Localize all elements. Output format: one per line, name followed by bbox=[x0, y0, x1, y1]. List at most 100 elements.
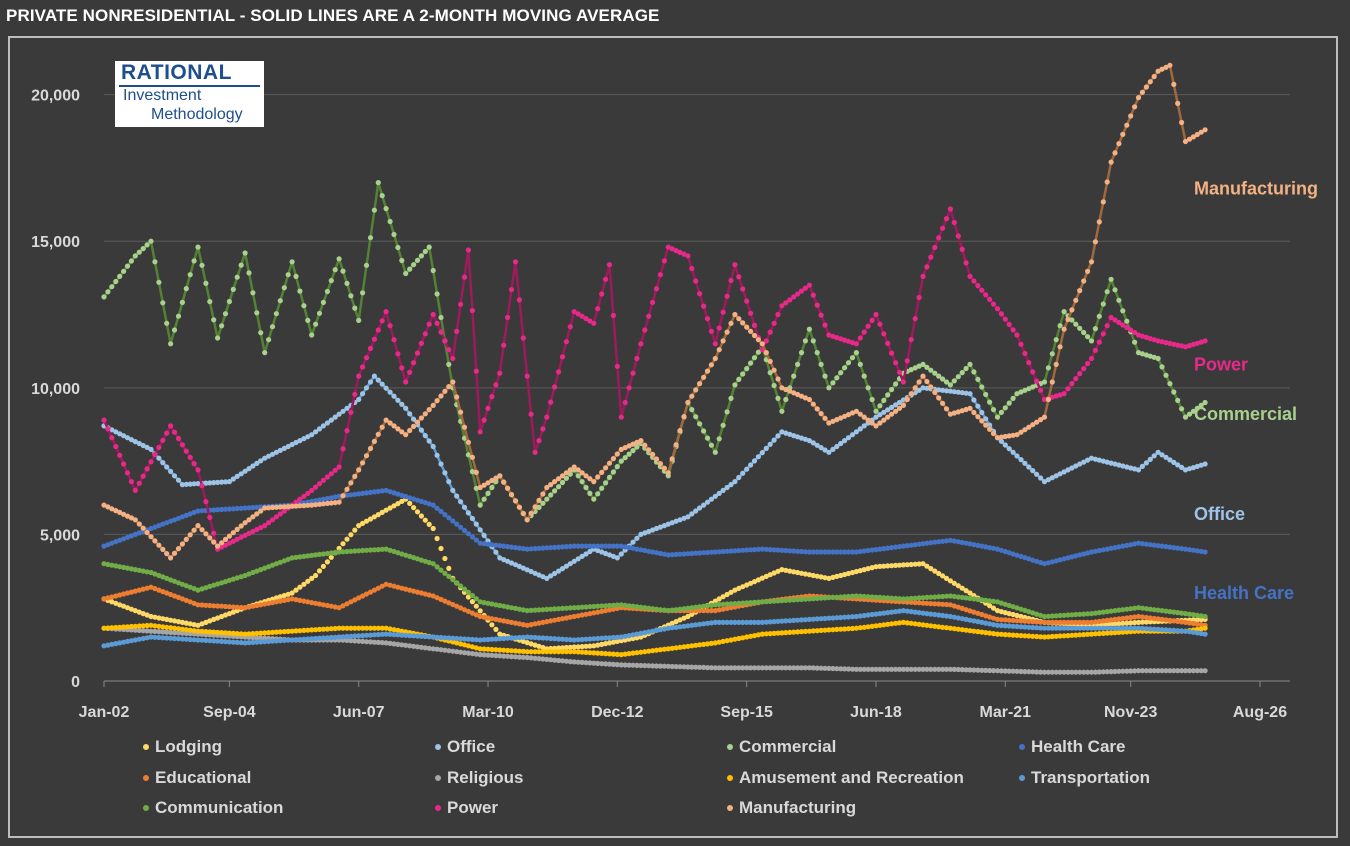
data-point bbox=[853, 625, 860, 631]
data-point bbox=[524, 373, 530, 379]
data-point bbox=[728, 395, 734, 401]
series-line bbox=[103, 181, 1206, 522]
data-point bbox=[277, 504, 283, 510]
data-point bbox=[1061, 612, 1067, 618]
data-point bbox=[144, 242, 150, 248]
data-point bbox=[160, 589, 166, 595]
data-point bbox=[207, 602, 213, 609]
data-point bbox=[391, 548, 397, 555]
data-point bbox=[916, 595, 922, 601]
data-point bbox=[340, 408, 346, 414]
data-point bbox=[195, 244, 201, 250]
data-point bbox=[708, 328, 715, 334]
data-point bbox=[379, 488, 385, 494]
data-point bbox=[759, 341, 765, 347]
series-religious bbox=[101, 625, 1208, 675]
data-point bbox=[587, 476, 593, 482]
data-point bbox=[101, 543, 107, 549]
data-point bbox=[955, 233, 961, 239]
data-point bbox=[258, 635, 264, 641]
data-point bbox=[606, 640, 613, 646]
data-point bbox=[779, 303, 785, 309]
data-point bbox=[908, 620, 914, 626]
data-point bbox=[599, 485, 605, 491]
data-point bbox=[426, 592, 432, 598]
data-point bbox=[869, 317, 875, 323]
data-point bbox=[363, 591, 370, 597]
data-point bbox=[328, 626, 334, 632]
data-point bbox=[340, 634, 346, 640]
data-point bbox=[352, 625, 358, 631]
data-point bbox=[544, 649, 550, 655]
data-point bbox=[156, 455, 162, 461]
data-point bbox=[552, 570, 558, 577]
data-point bbox=[947, 578, 954, 584]
data-point bbox=[936, 612, 942, 618]
data-point bbox=[849, 666, 856, 672]
data-point bbox=[187, 627, 193, 633]
data-point bbox=[881, 417, 887, 423]
data-point bbox=[160, 616, 166, 622]
legend-item: Manufacturing bbox=[727, 798, 856, 817]
data-point bbox=[767, 665, 773, 671]
data-point bbox=[1132, 541, 1138, 547]
data-point bbox=[254, 639, 260, 645]
data-point bbox=[1175, 100, 1181, 106]
data-point bbox=[497, 631, 503, 637]
data-point bbox=[865, 323, 871, 329]
data-point bbox=[1179, 119, 1185, 126]
data-point bbox=[595, 547, 601, 554]
legend-item: Power bbox=[435, 798, 498, 817]
data-point bbox=[575, 604, 581, 611]
data-point bbox=[164, 635, 170, 641]
data-point bbox=[603, 543, 609, 549]
data-point bbox=[896, 544, 903, 550]
data-point bbox=[720, 487, 726, 493]
data-point bbox=[924, 611, 930, 617]
data-point bbox=[371, 625, 377, 631]
data-point bbox=[904, 596, 910, 602]
data-point bbox=[328, 278, 334, 284]
data-point bbox=[783, 386, 789, 393]
data-point bbox=[426, 407, 432, 413]
data-point bbox=[853, 549, 860, 555]
data-point bbox=[693, 508, 699, 514]
data-point bbox=[904, 396, 910, 403]
data-point bbox=[697, 505, 703, 511]
data-point bbox=[183, 512, 189, 519]
data-point bbox=[461, 586, 468, 592]
data-point bbox=[967, 361, 973, 367]
data-point bbox=[1167, 340, 1173, 346]
data-point bbox=[834, 594, 840, 600]
data-point bbox=[493, 653, 499, 659]
data-point bbox=[285, 591, 291, 597]
data-point bbox=[732, 479, 738, 485]
data-point bbox=[818, 616, 824, 622]
data-point bbox=[798, 350, 805, 356]
data-point bbox=[1190, 465, 1196, 471]
data-point bbox=[998, 547, 1005, 553]
data-point bbox=[101, 502, 107, 508]
data-point bbox=[720, 548, 726, 555]
data-point bbox=[924, 378, 930, 385]
data-point bbox=[199, 483, 205, 489]
data-point bbox=[403, 379, 409, 385]
data-point bbox=[963, 365, 969, 372]
data-point bbox=[575, 473, 581, 479]
data-point bbox=[379, 625, 385, 631]
data-point bbox=[485, 652, 491, 658]
data-point bbox=[822, 627, 828, 633]
data-point bbox=[250, 528, 256, 535]
data-point bbox=[226, 577, 232, 583]
data-point bbox=[179, 299, 185, 305]
legend-item: Transportation bbox=[1019, 768, 1150, 787]
data-point bbox=[881, 666, 887, 672]
data-point bbox=[391, 231, 397, 238]
data-point bbox=[1077, 669, 1083, 675]
data-point bbox=[556, 544, 562, 550]
data-point bbox=[822, 549, 828, 555]
data-point bbox=[1198, 626, 1204, 632]
data-point bbox=[422, 411, 428, 417]
data-point bbox=[544, 619, 550, 625]
data-point bbox=[109, 625, 115, 631]
